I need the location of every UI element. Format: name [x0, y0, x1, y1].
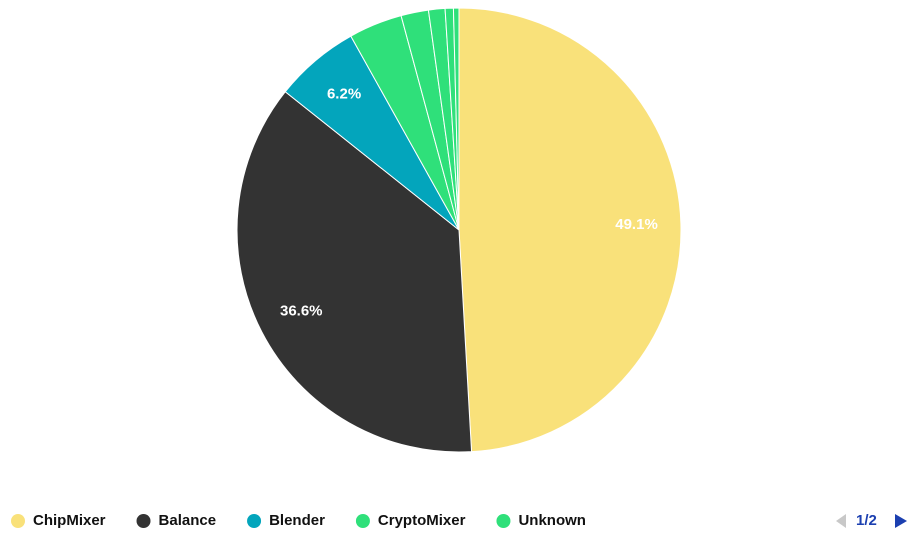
legend-marker — [496, 514, 511, 528]
legend-label: Balance — [159, 512, 217, 529]
data-label: 49.1% — [615, 216, 658, 233]
legend-marker — [11, 514, 25, 528]
legend-label: Unknown — [518, 512, 586, 529]
pie-slice — [458, 7, 682, 453]
pie-slice — [452, 7, 460, 231]
legend-label: CryptoMixer — [378, 512, 466, 529]
data-label: 36.6% — [280, 303, 323, 320]
next-page[interactable] — [895, 514, 907, 528]
legend-marker — [136, 514, 151, 528]
legend-page: 1/2 — [856, 512, 877, 529]
pie: 49.1% 36.6% 6.2% — [236, 7, 682, 453]
legend-marker — [355, 514, 370, 528]
legend-label: Blender — [269, 512, 325, 529]
legend: ChipMixer Balance Blender CryptoMixer Unknow… — [11, 512, 586, 529]
prev-page[interactable] — [836, 514, 846, 528]
pie-slice — [236, 91, 473, 453]
data-label: 6.2% — [327, 86, 361, 103]
legend-label: ChipMixer — [33, 512, 106, 529]
legend-marker — [247, 514, 262, 528]
